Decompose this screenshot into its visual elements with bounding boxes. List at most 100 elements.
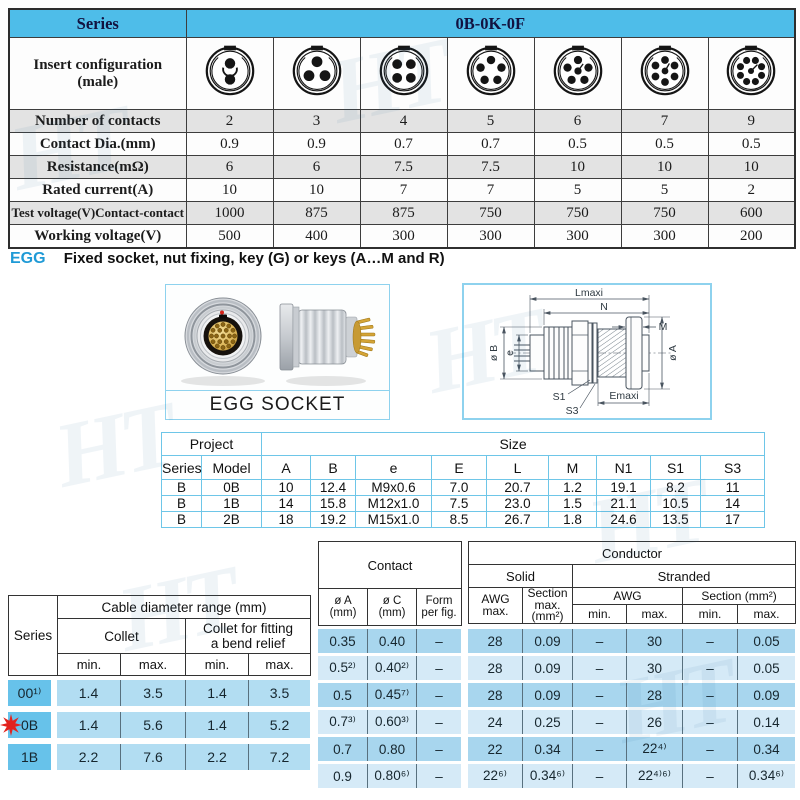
cable-value-cell: 1.4 xyxy=(185,712,248,738)
size-value-cell: 1.5 xyxy=(548,495,598,512)
spec-row-label: Rated current(A) xyxy=(8,178,187,202)
conductor-value-cell: – xyxy=(416,683,461,707)
conductor-table-header: Conductor Solid Stranded AWG max. Sectio… xyxy=(467,541,797,624)
dim-label-e: e xyxy=(504,350,516,356)
dim-column-header: E xyxy=(431,455,488,480)
size-value-cell: 19.1 xyxy=(596,479,652,496)
insert-configuration-label: Insert configuration (male) xyxy=(8,37,187,110)
spec-row-label: Test voltage(V)Contact-contact xyxy=(8,201,187,225)
spec-value: 300 xyxy=(446,224,535,249)
contact-table-header: Contact ø A (mm) ø C (mm) Form per fig. xyxy=(317,541,463,626)
spec-value: 5 xyxy=(533,178,622,202)
spec-row: Test voltage(V)Contact-contact 1000 875 875… xyxy=(8,201,796,225)
spec-value: 0.9 xyxy=(185,132,274,156)
conductor-value-cell: – xyxy=(572,656,626,680)
spec-row: Resistance(mΩ) 6 6 7.5 7.5 10 10 10 xyxy=(8,155,796,179)
spec-row-label: Resistance(mΩ) xyxy=(8,155,187,179)
spec-value: 200 xyxy=(707,224,796,249)
spec-value: 5 xyxy=(446,109,535,133)
spec-value: 7.5 xyxy=(359,155,448,179)
size-value-cell: 21.1 xyxy=(596,495,652,512)
conductor-value-cell: 0.5²⁾ xyxy=(318,656,367,680)
spec-value: 400 xyxy=(272,224,361,249)
size-value-cell: 1.8 xyxy=(548,511,598,528)
conductor-value-cell: – xyxy=(572,710,626,734)
size-value-cell: 23.0 xyxy=(486,495,550,512)
size-value-cell: 14 xyxy=(261,495,312,512)
insert-config-icon-9-contacts xyxy=(726,45,776,96)
conductor-value-cell: 0.34⁶⁾ xyxy=(522,764,572,788)
conductor-value-cell: 0.80 xyxy=(367,737,416,761)
dim-column-header: M xyxy=(548,455,598,480)
connector-photo-illustration xyxy=(181,297,376,386)
conductor-value-cell: 0.09 xyxy=(522,656,572,680)
spec-value: 750 xyxy=(620,201,709,225)
section-heading: EGG Fixed socket, nut fixing, key (G) or… xyxy=(10,250,445,268)
collet-bend-relief-header: Collet for fitting a bend relief xyxy=(185,618,311,654)
conductor-value-cell: 0.7³⁾ xyxy=(318,710,367,734)
conductor-header: Conductor xyxy=(467,541,797,565)
spec-value: 500 xyxy=(185,224,274,249)
size-row: B 1B 14 15.8 M12x1.0 7.5 23.0 1.5 21.1 10.5 14 xyxy=(161,495,766,512)
stranded-awg-header: AWG xyxy=(572,587,683,605)
dim-column-header: S1 xyxy=(650,455,702,480)
size-series-cell: B xyxy=(161,495,202,512)
conductor-value-cell: – xyxy=(682,683,737,707)
cable-table-header: Series Cable diameter range (mm) Collet … xyxy=(8,595,311,676)
spec-series-header: Series xyxy=(8,8,187,38)
size-value-cell: 7.0 xyxy=(431,479,488,496)
max-header: max. xyxy=(248,653,311,676)
cable-value-cell: 3.5 xyxy=(120,680,185,706)
insert-config-icon-5-contacts xyxy=(466,45,515,96)
conductor-value-cell: – xyxy=(682,656,737,680)
size-value-cell: 18 xyxy=(261,511,312,528)
dim-column-header: L xyxy=(486,455,550,480)
size-value-cell: 8.2 xyxy=(650,479,702,496)
model-column-header: Model xyxy=(200,455,263,480)
conductor-value-cell: – xyxy=(416,629,461,653)
conductor-value-cell: 0.40 xyxy=(367,629,416,653)
cable-table-body: 00¹⁾ 1.4 3.5 1.4 3.5 0B 1.4 5.6 1.4 5.2 1B 2.2 7.6 2.… xyxy=(0,680,310,770)
product-photo-panel: EGG SOCKET xyxy=(165,284,390,420)
spec-value: 300 xyxy=(359,224,448,249)
phi-a-header: ø A (mm) xyxy=(318,588,368,626)
cable-value-cell: 1.4 xyxy=(57,712,120,738)
conductor-value-cell: – xyxy=(572,629,626,653)
spec-value: 2 xyxy=(185,109,274,133)
size-value-cell: 14 xyxy=(700,495,766,512)
conductor-value-cell: 0.09 xyxy=(522,683,572,707)
size-value-cell: 10.5 xyxy=(650,495,702,512)
spec-value: 10 xyxy=(272,178,361,202)
conductor-table-body: 0.35 0.40–28 0.09–30–0.05 0.5²⁾ 0.40²⁾ –28 0.0… xyxy=(318,629,795,788)
size-value-cell: M9x0.6 xyxy=(355,479,433,496)
size-value-cell: 26.7 xyxy=(486,511,550,528)
conductor-value-cell: 0.25 xyxy=(522,710,572,734)
series-code: EGG xyxy=(10,250,46,267)
dim-label-m: M xyxy=(659,321,668,333)
cable-value-cell: 1.4 xyxy=(185,680,248,706)
insert-configuration-cell xyxy=(446,37,535,110)
cable-table-row: 00¹⁾ 1.4 3.5 1.4 3.5 xyxy=(8,680,310,706)
size-value-cell: 20.7 xyxy=(486,479,550,496)
spec-value: 0.7 xyxy=(359,132,448,156)
dim-column-header: N1 xyxy=(596,455,652,480)
min-header: min. xyxy=(572,604,627,624)
solid-header: Solid xyxy=(468,564,573,588)
conductor-value-cell: 0.09 xyxy=(737,683,795,707)
dim-label-phi-a: ø A xyxy=(667,345,679,361)
cable-value-cell: 2.2 xyxy=(185,744,248,770)
collet-header: Collet xyxy=(57,618,186,654)
size-model-cell: 0B xyxy=(200,479,263,496)
spec-value: 9 xyxy=(707,109,796,133)
size-value-cell: 19.2 xyxy=(310,511,357,528)
spec-value: 750 xyxy=(533,201,622,225)
conductor-value-cell: 0.34⁶⁾ xyxy=(737,764,795,788)
spec-value: 0.9 xyxy=(272,132,361,156)
size-value-cell: M15x1.0 xyxy=(355,511,433,528)
size-value-cell: 11 xyxy=(700,479,766,496)
insert-configuration-row: Insert configuration (male) xyxy=(8,37,796,110)
spec-value: 875 xyxy=(272,201,361,225)
spec-row: Rated current(A) 10 10 7 7 5 5 2 xyxy=(8,178,796,202)
cable-value-cell: 5.2 xyxy=(248,712,310,738)
